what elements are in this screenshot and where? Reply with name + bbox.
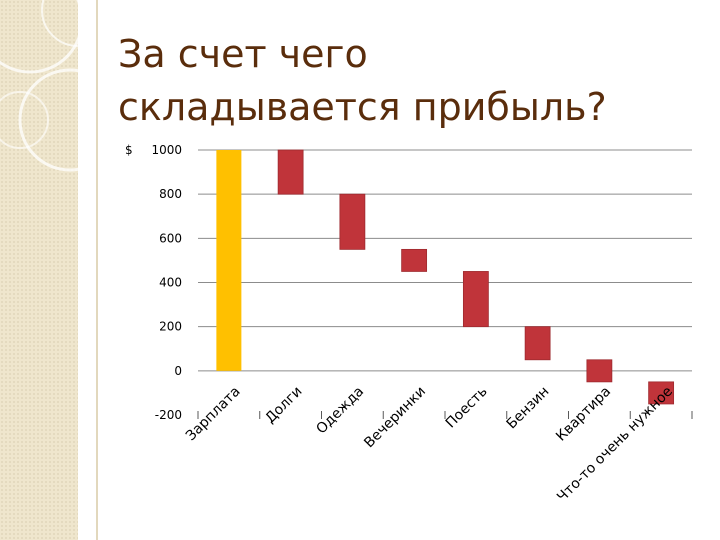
slide-title: За счет чего складывается прибыль? [118, 28, 698, 134]
decorative-divider [96, 0, 98, 540]
gridlines [198, 149, 692, 372]
title-line-1: За счет чего [118, 32, 368, 76]
y-tick-label: 1000 [151, 143, 182, 157]
y-tick-label: 200 [159, 320, 182, 334]
bar-expense [648, 381, 675, 405]
decorative-side-panel [0, 0, 78, 540]
y-tick-label: 400 [159, 276, 182, 290]
y-axis: -200 0 200 400 600 800 1000 $ [125, 143, 182, 422]
bar-expense [401, 248, 428, 272]
x-category-label: Поесть [443, 384, 491, 432]
y-axis-currency-label: $ [125, 143, 133, 157]
x-category-label: Долги [262, 384, 305, 427]
decorative-circles-ornament [0, 0, 78, 172]
bar-expense [277, 149, 304, 195]
bar-expense [462, 271, 489, 328]
y-tick-label: -200 [155, 408, 182, 422]
y-tick-label: 0 [174, 364, 182, 378]
y-tick-label: 600 [159, 231, 182, 245]
bar-expense [524, 326, 551, 361]
bar-expense [586, 359, 613, 383]
title-line-2: складывается прибыль? [118, 85, 607, 129]
x-category-label: Что-то очень нужное [554, 384, 676, 506]
x-category-label: Зарплата [183, 384, 244, 445]
bar-expense [339, 193, 366, 250]
bar-income [216, 150, 242, 371]
x-category-label: Квартира [553, 384, 614, 445]
x-category-label: Бензин [504, 384, 553, 433]
x-category-label: Одежда [313, 384, 367, 438]
y-tick-label: 800 [159, 187, 182, 201]
x-category-label: Вечеринки [361, 384, 429, 452]
bars [216, 149, 675, 405]
